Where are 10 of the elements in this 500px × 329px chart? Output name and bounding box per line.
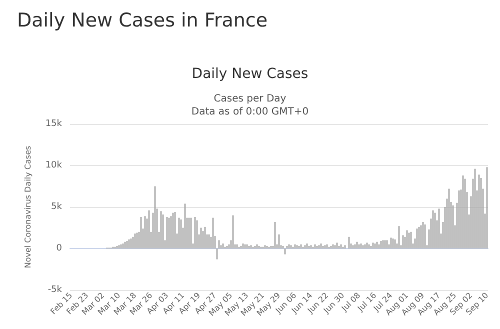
- chart-title: Daily New Cases in France: [17, 10, 268, 32]
- y-tick-label: 0: [56, 244, 62, 254]
- text: Cases per Day: [214, 94, 286, 104]
- y-tick-label: -5k: [48, 285, 63, 295]
- y-tick-label: 5k: [51, 202, 63, 212]
- y-tick-label: 10k: [45, 160, 63, 170]
- y-axis-title: Novel Coronavirus Daily Cases: [24, 146, 32, 268]
- chart-subtitle: Daily New Cases: [192, 66, 308, 82]
- text: Data as of 0:00 GMT+0: [191, 106, 309, 118]
- y-tick-label: 15k: [45, 119, 63, 129]
